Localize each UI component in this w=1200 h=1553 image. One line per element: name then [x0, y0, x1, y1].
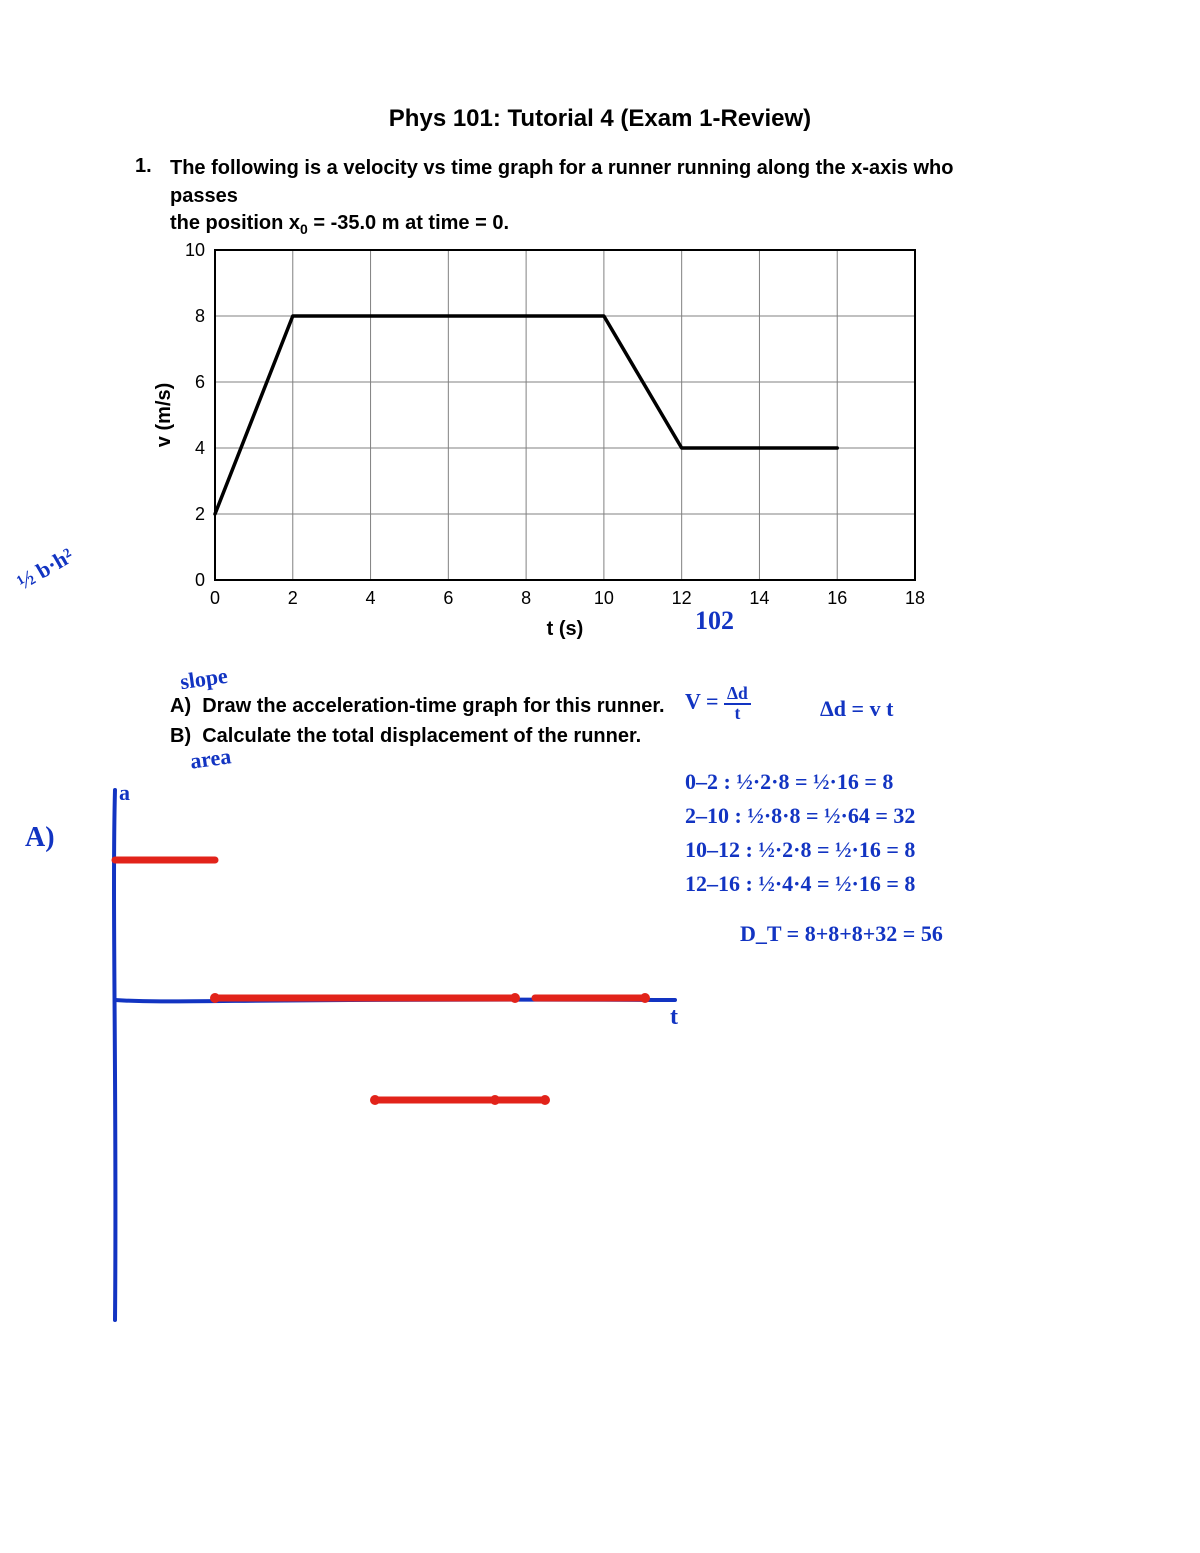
velocity-chart: 0 2 4 6 8 10 12 14 16 18 0 2 4 6 8 10 t (s) v (m/s) — [150, 240, 970, 655]
question-line2-pre: the position x — [170, 212, 300, 234]
page-title: Phys 101: Tutorial 4 (Exam 1-Review) — [0, 105, 1200, 133]
svg-text:t (s): t (s) — [547, 618, 584, 640]
svg-text:4: 4 — [195, 438, 205, 458]
question-line2-post: = -35.0 m at time = 0. — [308, 212, 509, 234]
svg-text:14: 14 — [749, 588, 769, 608]
svg-text:18: 18 — [905, 588, 925, 608]
part-b-text: Calculate the total displacement of the … — [202, 725, 641, 747]
vt-chart-svg: 0 2 4 6 8 10 12 14 16 18 0 2 4 6 8 10 t (s) v (m/s) — [150, 240, 970, 650]
hand-dt: D_T = 8+8+8+32 = 56 — [740, 920, 943, 948]
svg-text:6: 6 — [443, 588, 453, 608]
part-a-text: Draw the acceleration-time graph for thi… — [202, 695, 664, 717]
question-line2-sub: 0 — [300, 221, 308, 237]
hand-part-a-marker: A) — [25, 820, 55, 855]
part-a: A) Draw the acceleration-time graph for … — [170, 695, 665, 718]
hand-102: 102 — [695, 605, 734, 638]
svg-text:16: 16 — [827, 588, 847, 608]
svg-text:0: 0 — [210, 588, 220, 608]
svg-text:2: 2 — [288, 588, 298, 608]
svg-text:2: 2 — [195, 504, 205, 524]
svg-text:0: 0 — [195, 570, 205, 590]
question-line1: The following is a velocity vs time grap… — [170, 157, 953, 207]
hand-half-bh: ½ b·h² — [12, 542, 78, 596]
accel-sketch-svg: ta — [75, 780, 715, 1340]
svg-text:10: 10 — [594, 588, 614, 608]
hand-v-formula: V = Δdt — [685, 685, 751, 722]
svg-text:t: t — [670, 1004, 678, 1030]
hand-v-formula2: Δd = v t — [820, 695, 893, 723]
svg-text:8: 8 — [521, 588, 531, 608]
accel-sketch: ta — [75, 780, 715, 1345]
svg-text:12: 12 — [672, 588, 692, 608]
page-root: Phys 101: Tutorial 4 (Exam 1-Review) 1. … — [0, 0, 1200, 1553]
svg-text:a: a — [119, 780, 130, 805]
svg-text:10: 10 — [185, 240, 205, 260]
svg-text:v (m/s): v (m/s) — [153, 383, 175, 447]
hand-slope: slope — [178, 662, 229, 696]
part-b: B) Calculate the total displacement of t… — [170, 725, 641, 748]
part-a-label: A) — [170, 695, 191, 717]
svg-text:8: 8 — [195, 306, 205, 326]
svg-text:6: 6 — [195, 372, 205, 392]
question-number: 1. — [135, 155, 152, 178]
part-b-label: B) — [170, 725, 191, 747]
question-text: The following is a velocity vs time grap… — [170, 155, 1000, 240]
svg-text:4: 4 — [366, 588, 376, 608]
hand-calc-lines: 0–2 : ½·2·8 = ½·16 = 8 2–10 : ½·8·8 = ½·… — [685, 765, 915, 901]
hand-area: area — [188, 742, 233, 775]
